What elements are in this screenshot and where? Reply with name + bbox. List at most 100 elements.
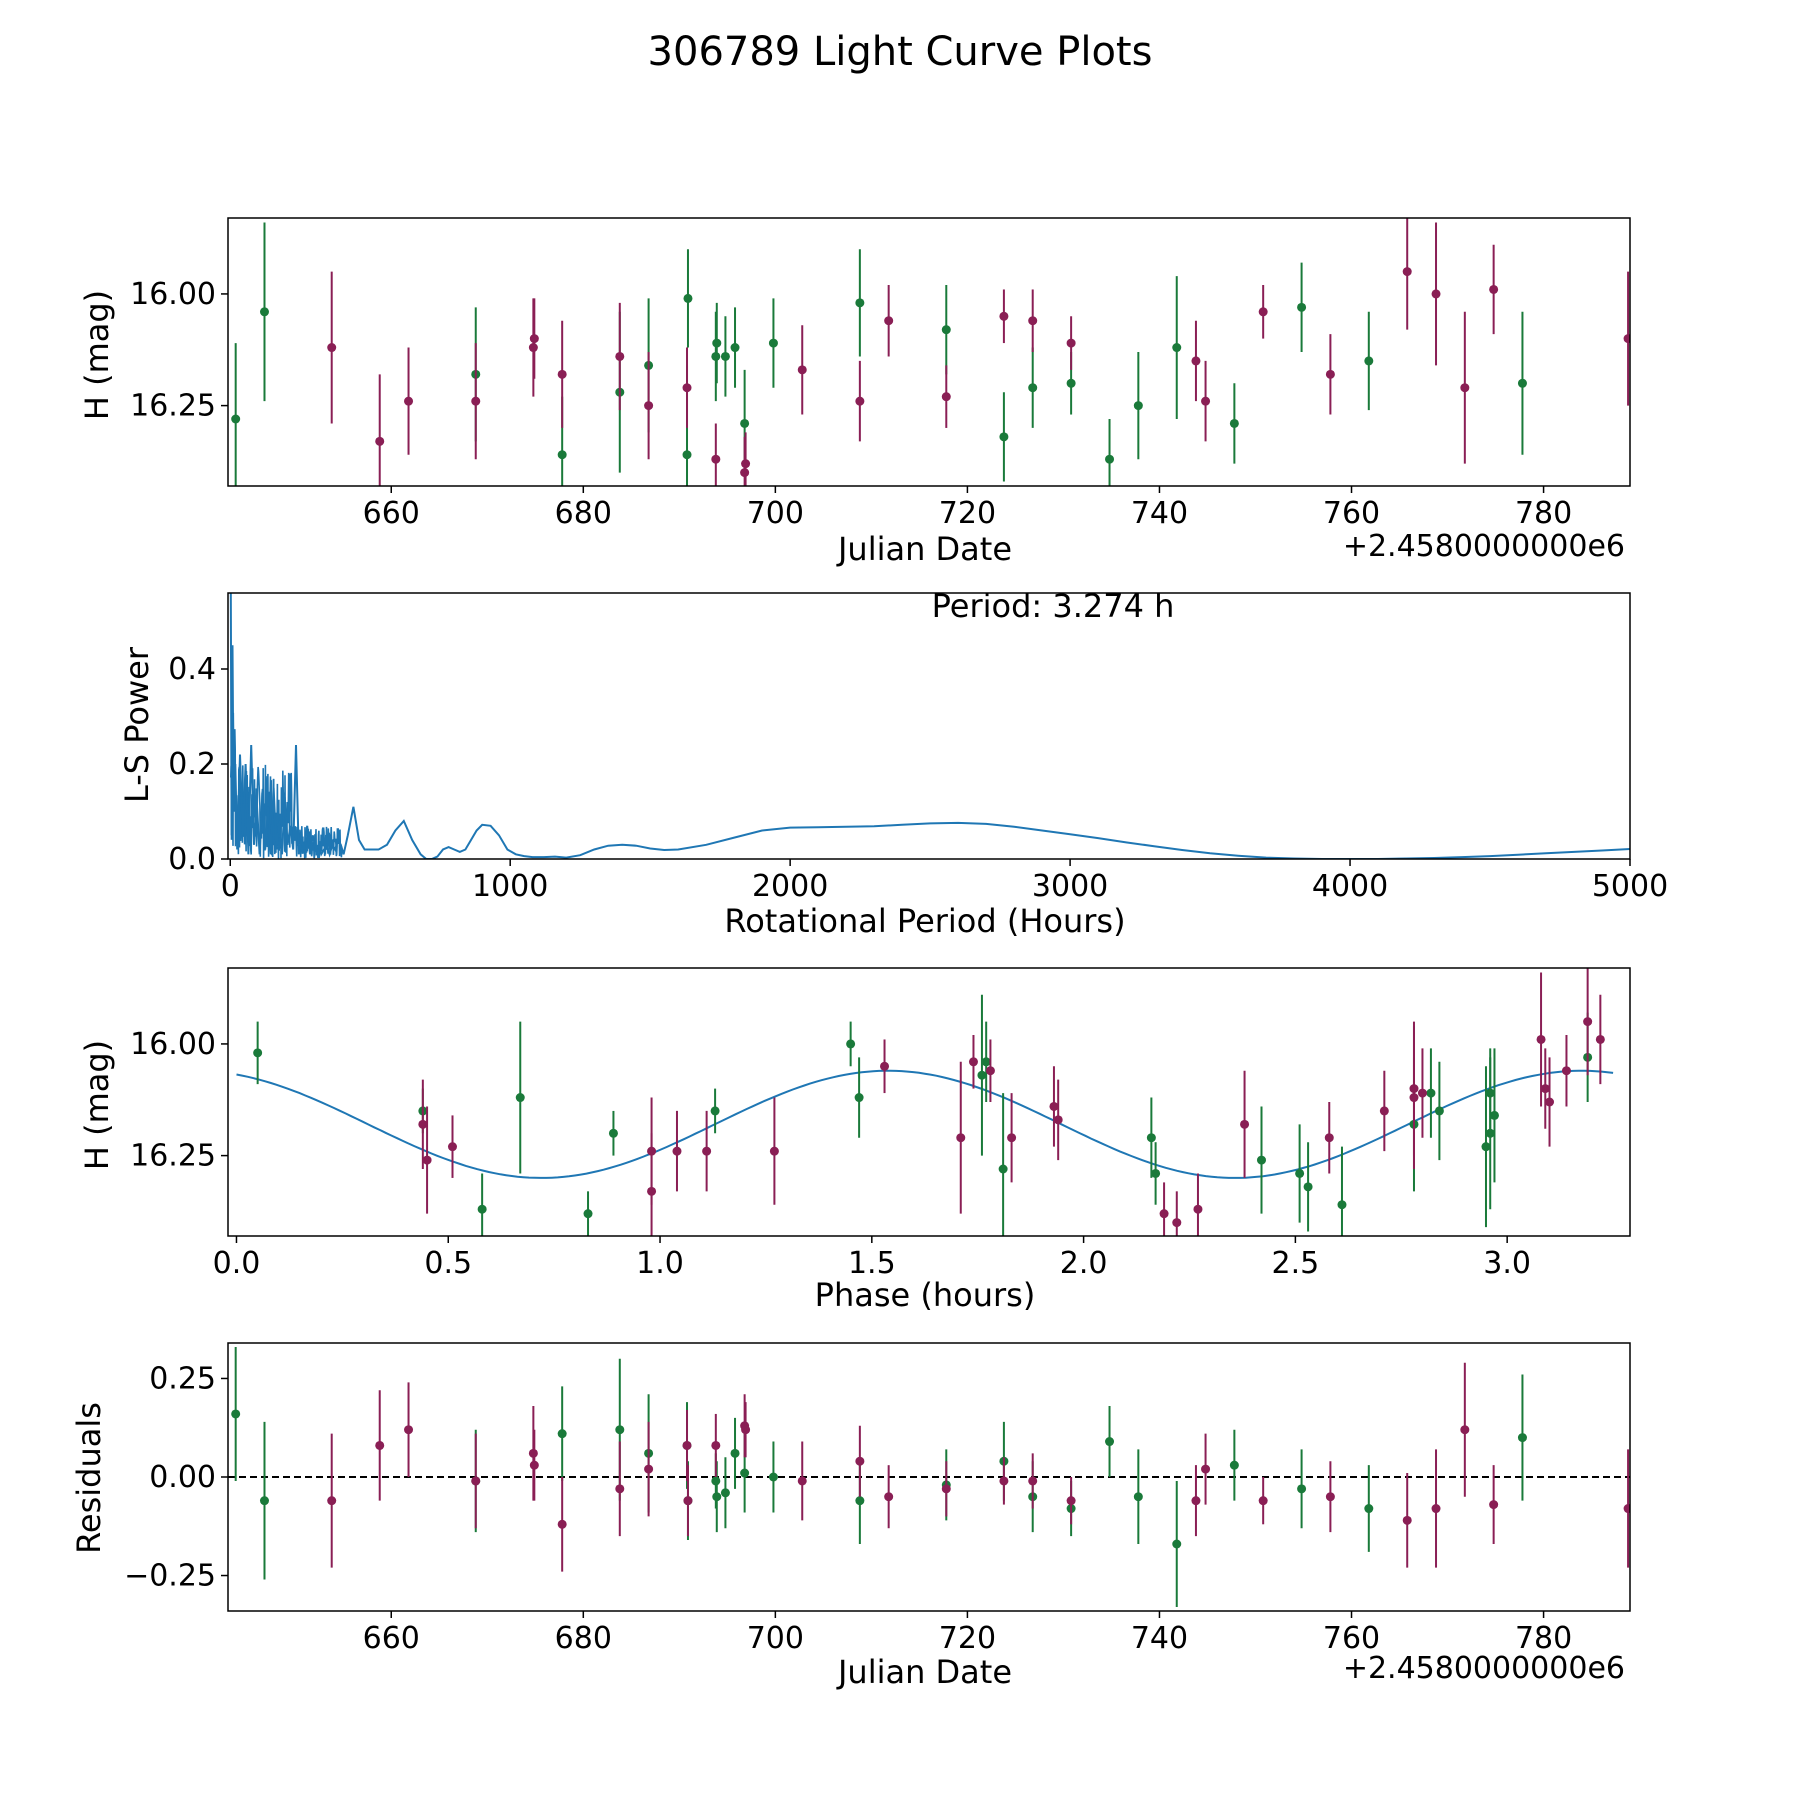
x-tick-label: 3000 (1032, 869, 1108, 904)
y-tick-label: 16.25 (130, 389, 216, 424)
data-point (1364, 1504, 1374, 1514)
panel-phase-fold: Phase (hours) H (mag) 0.0 0.5 1.0 1.5 2.0 2.5… (78, 967, 1631, 1314)
panel-light-curve-xlabel: Julian Date (836, 530, 1012, 568)
y-tick-label: 0.0 (168, 842, 216, 877)
data-point (769, 1146, 779, 1156)
data-point (1172, 343, 1182, 353)
data-point (884, 316, 894, 326)
data-point (557, 450, 567, 460)
data-point (259, 307, 269, 317)
data-point (259, 1496, 269, 1506)
data-point (1460, 1425, 1470, 1435)
data-point (1159, 1209, 1169, 1219)
x-tick-label: 700 (747, 496, 804, 531)
data-point (375, 436, 385, 446)
x-tick-label: 740 (1131, 1621, 1188, 1656)
panel-phase-fold-data (236, 968, 1614, 1236)
data-point (471, 396, 481, 406)
data-point (1325, 369, 1335, 379)
data-point (529, 334, 539, 344)
data-point (855, 1456, 865, 1466)
data-point (672, 1146, 682, 1156)
data-point (583, 1209, 593, 1219)
figure-title: 306789 Light Curve Plots (648, 29, 1153, 75)
data-point (615, 1484, 625, 1494)
data-point (712, 338, 722, 348)
data-point (1489, 1110, 1499, 1120)
panel-light-curve-data (231, 218, 1630, 486)
data-point (730, 1448, 740, 1458)
panel-light-curve-x-offset: +2.4580000000e6 (1343, 529, 1625, 564)
data-point (740, 1468, 750, 1478)
x-tick-label: 0.0 (213, 1246, 261, 1281)
panel-residuals-x-offset: +2.4580000000e6 (1343, 1651, 1625, 1686)
y-tick-label: 16.00 (130, 277, 216, 312)
data-point (1229, 418, 1239, 428)
data-point (712, 1492, 722, 1502)
data-point (740, 418, 750, 428)
data-point (1028, 1476, 1038, 1486)
data-point (608, 1128, 618, 1138)
data-point (1066, 1496, 1076, 1506)
data-point (999, 311, 1009, 321)
data-point (711, 1440, 721, 1450)
data-point (855, 396, 865, 406)
data-point (1295, 1168, 1305, 1178)
x-tick-label: 780 (1515, 496, 1572, 531)
data-point (682, 1440, 692, 1450)
data-point (1434, 1106, 1444, 1116)
data-point (741, 459, 751, 469)
panel-light-curve-ylabel: H (mag) (78, 290, 116, 420)
x-tick-label: 660 (363, 1621, 420, 1656)
x-tick-label: 760 (1323, 496, 1380, 531)
data-point (647, 1146, 657, 1156)
data-point (1364, 356, 1374, 366)
data-point (1379, 1106, 1389, 1116)
data-point (1489, 284, 1499, 294)
data-point (720, 1488, 730, 1498)
data-point (768, 338, 778, 348)
data-point (644, 1464, 654, 1474)
data-point (1402, 267, 1412, 277)
data-point (1481, 1142, 1491, 1152)
data-point (422, 1155, 432, 1165)
data-point (1485, 1088, 1495, 1098)
data-point (1191, 356, 1201, 366)
data-point (1297, 302, 1307, 312)
data-point (1540, 1084, 1550, 1094)
data-point (253, 1048, 263, 1058)
panel-phase-fold-xlabel: Phase (hours) (815, 1276, 1036, 1314)
data-point (1191, 1496, 1201, 1506)
data-point (1517, 378, 1527, 388)
data-point (846, 1039, 856, 1049)
data-point (615, 1425, 625, 1435)
data-point (797, 1476, 807, 1486)
data-point (1297, 1484, 1307, 1494)
data-point (1489, 1500, 1499, 1510)
panel-residuals-ylabel: Residuals (70, 1402, 108, 1554)
data-point (327, 1496, 337, 1506)
data-point (1172, 1539, 1182, 1549)
data-point (1460, 383, 1470, 393)
data-point (1172, 1218, 1182, 1228)
panel-residuals-xlabel: Julian Date (836, 1653, 1012, 1691)
data-point (941, 1484, 951, 1494)
data-point (730, 343, 740, 353)
data-point (1201, 396, 1211, 406)
data-point (1623, 334, 1630, 344)
data-point (1201, 1464, 1211, 1474)
panel-periodogram: Rotational Period (Hours) L-S Power Peri… (118, 587, 1668, 940)
x-tick-label: 0 (221, 869, 240, 904)
data-point (375, 1440, 385, 1450)
data-point (941, 325, 951, 335)
x-tick-label: 660 (363, 496, 420, 531)
data-point (515, 1093, 525, 1103)
data-point (855, 298, 865, 308)
data-point (1431, 289, 1441, 299)
data-point (1426, 1088, 1436, 1098)
y-tick-label: 0.00 (149, 1460, 216, 1495)
data-point (1402, 1515, 1412, 1525)
x-tick-label: 680 (555, 496, 612, 531)
data-point (999, 432, 1009, 442)
